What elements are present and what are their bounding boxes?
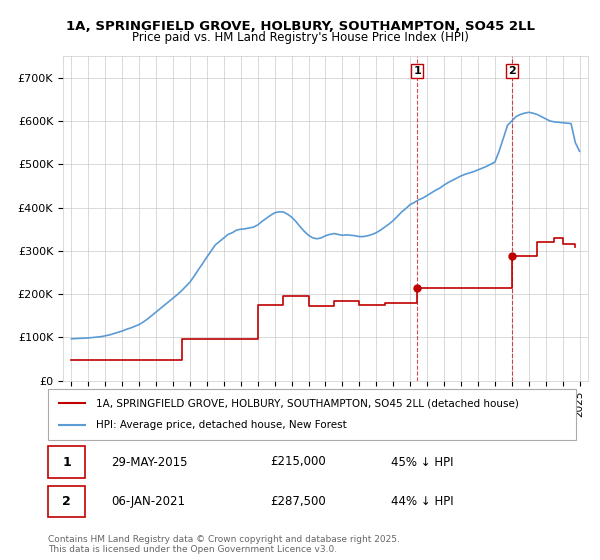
Text: 2: 2 [62,494,71,508]
Text: £215,000: £215,000 [270,455,326,469]
FancyBboxPatch shape [48,446,85,478]
Text: Contains HM Land Registry data © Crown copyright and database right 2025.
This d: Contains HM Land Registry data © Crown c… [48,535,400,554]
Text: £287,500: £287,500 [270,494,326,508]
Text: 29-MAY-2015: 29-MAY-2015 [112,455,188,469]
Text: 1A, SPRINGFIELD GROVE, HOLBURY, SOUTHAMPTON, SO45 2LL (detached house): 1A, SPRINGFIELD GROVE, HOLBURY, SOUTHAMP… [95,398,518,408]
Text: 1: 1 [413,66,421,76]
Text: 1: 1 [62,455,71,469]
FancyBboxPatch shape [48,389,576,440]
Text: 2: 2 [508,66,516,76]
FancyBboxPatch shape [48,486,85,517]
Text: 44% ↓ HPI: 44% ↓ HPI [391,494,454,508]
Text: Price paid vs. HM Land Registry's House Price Index (HPI): Price paid vs. HM Land Registry's House … [131,31,469,44]
Text: 1A, SPRINGFIELD GROVE, HOLBURY, SOUTHAMPTON, SO45 2LL: 1A, SPRINGFIELD GROVE, HOLBURY, SOUTHAMP… [65,20,535,32]
Text: 06-JAN-2021: 06-JAN-2021 [112,494,185,508]
Text: HPI: Average price, detached house, New Forest: HPI: Average price, detached house, New … [95,421,346,431]
Text: 45% ↓ HPI: 45% ↓ HPI [391,455,454,469]
